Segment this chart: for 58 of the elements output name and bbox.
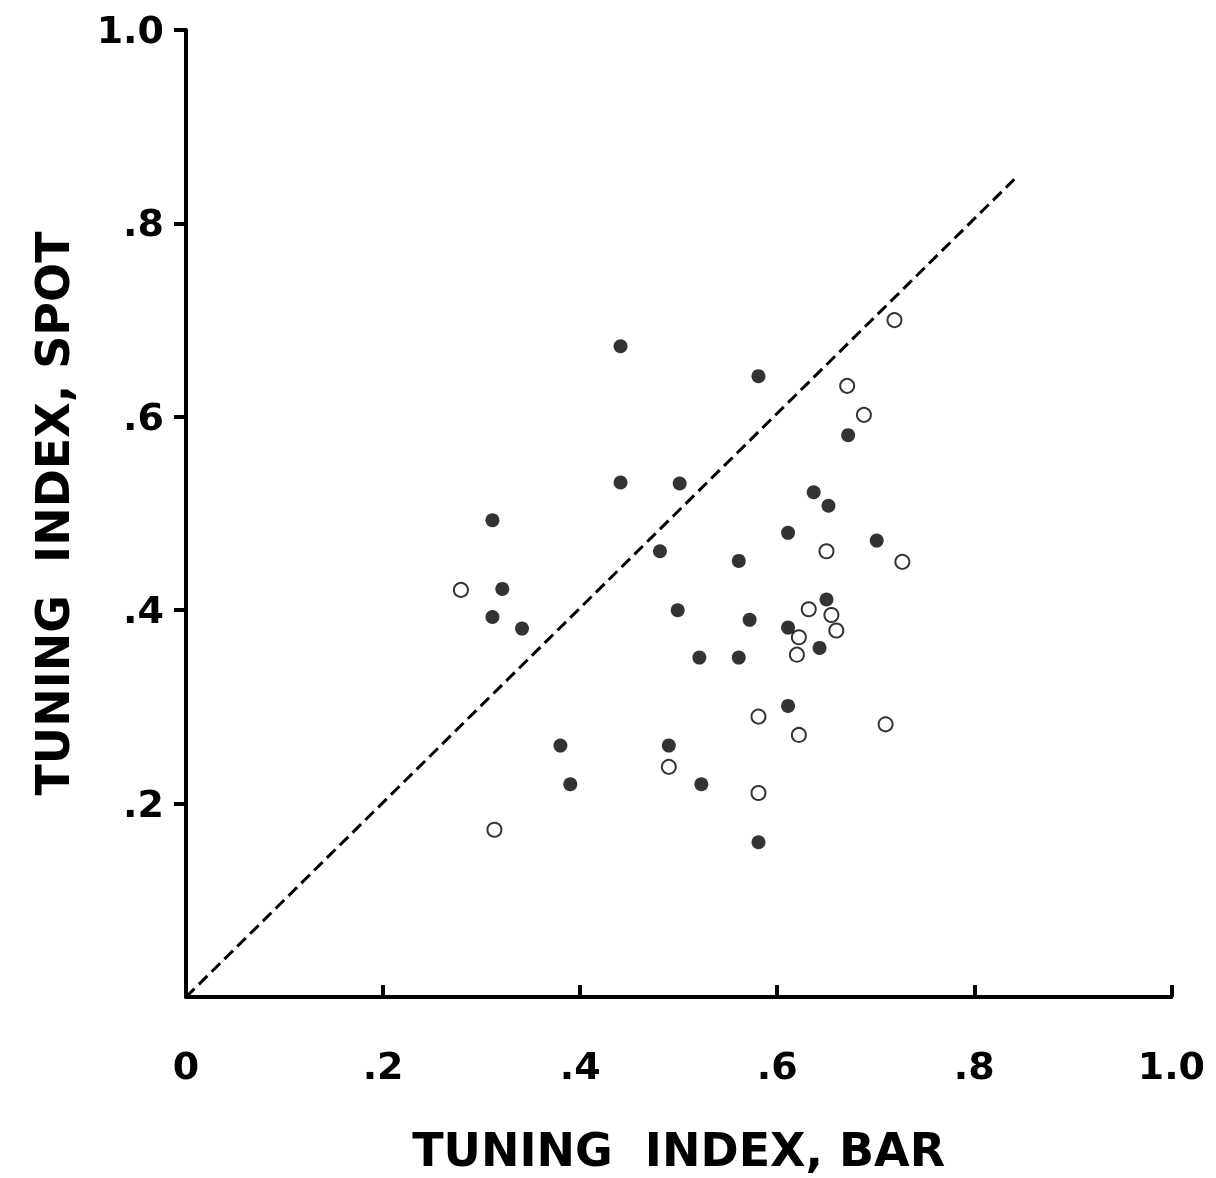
point xyxy=(652,544,667,559)
point xyxy=(553,738,568,753)
point xyxy=(886,312,903,329)
point xyxy=(823,607,840,624)
point xyxy=(819,592,834,607)
x-tick-label: 0 xyxy=(172,1044,200,1088)
point xyxy=(613,339,628,354)
y-tick-label: .4 xyxy=(123,588,164,633)
x-tick-label: .6 xyxy=(756,1044,798,1088)
point xyxy=(790,726,807,743)
y-tick-label: .6 xyxy=(123,394,164,439)
y-tick-label: .2 xyxy=(123,781,164,826)
point xyxy=(515,621,529,636)
point xyxy=(751,369,766,384)
point xyxy=(869,533,884,548)
point xyxy=(672,476,687,491)
point xyxy=(742,612,757,627)
point xyxy=(894,553,911,570)
point xyxy=(821,498,836,513)
point xyxy=(790,629,807,646)
point xyxy=(781,525,796,540)
point xyxy=(692,650,707,665)
y-axis-title: TUNING INDEX, SPOT xyxy=(26,230,80,796)
y-tick-label: 1.0 xyxy=(96,8,164,52)
point xyxy=(800,601,817,618)
y-tick-label: .8 xyxy=(123,201,164,246)
x-tick-label: 1.0 xyxy=(1137,1044,1206,1088)
point xyxy=(841,428,856,443)
x-axis-title: TUNING INDEX, BAR xyxy=(412,1123,946,1177)
point xyxy=(781,620,796,635)
point xyxy=(750,784,767,801)
point xyxy=(486,821,503,838)
x-tick-label: .4 xyxy=(559,1044,601,1088)
point xyxy=(877,716,894,733)
x-tick-label: .2 xyxy=(362,1044,404,1088)
point xyxy=(839,377,856,394)
point xyxy=(563,777,578,792)
point xyxy=(485,513,500,528)
point xyxy=(750,708,767,725)
point xyxy=(818,543,835,560)
point xyxy=(781,698,796,713)
x-tick-label: .8 xyxy=(953,1044,995,1088)
point xyxy=(670,603,685,618)
point xyxy=(751,835,766,850)
point xyxy=(731,553,746,568)
point xyxy=(731,650,746,665)
point xyxy=(452,581,469,598)
point xyxy=(694,777,709,792)
point xyxy=(495,581,510,596)
point xyxy=(661,738,676,753)
point xyxy=(485,609,500,624)
point xyxy=(788,646,805,663)
point xyxy=(613,475,628,490)
point xyxy=(855,406,872,423)
point xyxy=(812,640,827,655)
point xyxy=(806,485,821,500)
point xyxy=(828,622,845,639)
point xyxy=(660,758,677,775)
